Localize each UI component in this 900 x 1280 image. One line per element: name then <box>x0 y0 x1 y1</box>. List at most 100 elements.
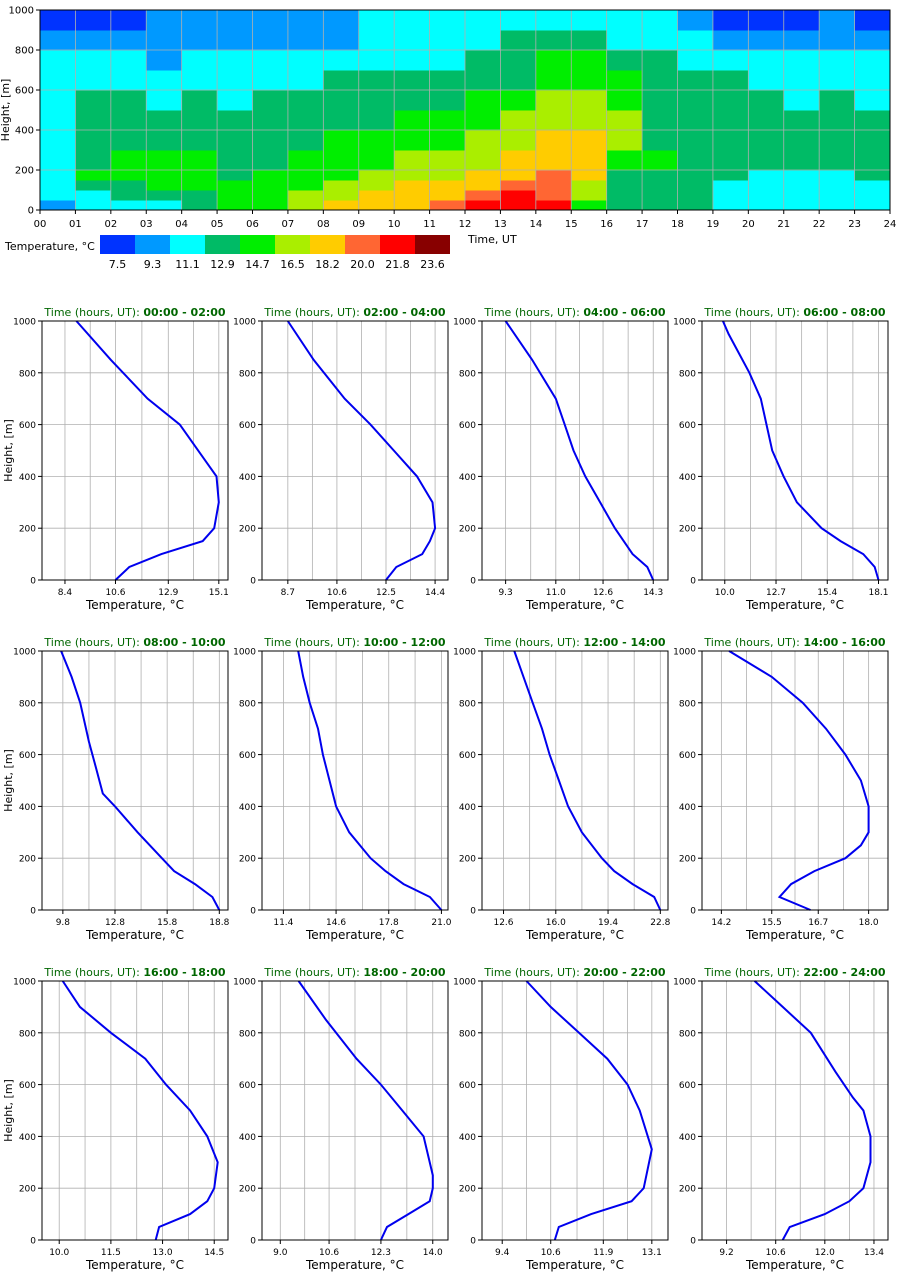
heatmap-cell <box>819 30 856 51</box>
profile-xlabel: Temperature, °C <box>525 928 624 942</box>
profile-ytick-label: 400 <box>19 473 36 483</box>
heatmap-cell <box>642 30 678 51</box>
heatmap-cell <box>75 190 112 201</box>
heatmap-cell <box>465 90 501 111</box>
heatmap-cell <box>642 180 678 191</box>
heatmap-cell <box>677 90 714 111</box>
heatmap-cell <box>571 180 608 191</box>
heatmap-cell <box>323 170 360 181</box>
profile-ytick-label: 400 <box>239 803 256 813</box>
heatmap-cell <box>287 90 324 111</box>
heatmap-cell <box>252 70 289 91</box>
profile-xlabel: Temperature, °C <box>85 598 184 612</box>
heatmap-cell <box>854 180 891 191</box>
heatmap-xtick-label: 14 <box>529 219 542 230</box>
profile-xtick-label: 21.0 <box>431 918 451 928</box>
profile-title-prefix: Time (hours, UT): <box>703 966 803 979</box>
profile-xtick-label: 13.0 <box>153 1248 173 1258</box>
heatmap-cell <box>535 10 572 31</box>
profile-frame <box>701 320 889 581</box>
heatmap-cell <box>217 130 253 151</box>
heatmap-cell <box>110 190 147 201</box>
profile-ytick-label: 0 <box>690 907 696 917</box>
heatmap-cell <box>75 10 112 31</box>
temperature-profile-line <box>513 650 662 911</box>
heatmap-cell <box>783 70 820 91</box>
profile-ytick-label: 1000 <box>453 648 476 658</box>
heatmap-cell <box>146 30 183 51</box>
heatmap-cell <box>146 180 183 191</box>
profile-ytick-label: 600 <box>19 751 36 761</box>
heatmap-xtick-label: 10 <box>388 219 401 230</box>
heatmap-cell <box>571 190 608 201</box>
profile-ytick-label: 400 <box>679 1133 696 1143</box>
heatmap-cell <box>571 50 608 71</box>
heatmap-cell <box>535 170 572 181</box>
temperature-profile-line <box>75 320 220 581</box>
heatmap-cell <box>642 70 678 91</box>
heatmap-cell <box>217 50 253 71</box>
heatmap-cell <box>748 30 785 51</box>
profile-ytick-label: 0 <box>30 907 36 917</box>
heatmap-cell <box>606 150 643 171</box>
heatmap-cell <box>358 70 395 91</box>
profile-ytick-label: 1000 <box>233 318 256 328</box>
profile-ytick-label: 800 <box>679 369 696 379</box>
heatmap-cell <box>75 50 112 71</box>
temperature-profile-line <box>297 980 434 1241</box>
heatmap-cell <box>783 180 820 191</box>
heatmap-cell <box>606 70 643 91</box>
profile-title-range: 08:00 - 10:00 <box>143 636 226 649</box>
profile-title-range: 20:00 - 22:00 <box>583 966 666 979</box>
heatmap-cell <box>748 50 785 71</box>
profile-xtick-label: 12.5 <box>376 588 396 598</box>
heatmap-cell <box>358 10 395 31</box>
profile-xlabel: Temperature, °C <box>745 1258 844 1272</box>
profile-xtick-label: 16.0 <box>546 918 566 928</box>
heatmap-cell <box>429 130 466 151</box>
profile-ytick-label: 600 <box>679 751 696 761</box>
profile-title: Time (hours, UT): 16:00 - 18:00 <box>43 966 226 979</box>
heatmap-cell <box>571 70 608 91</box>
profile-title: Time (hours, UT): 10:00 - 12:00 <box>263 636 446 649</box>
profile-ytick-label: 400 <box>459 1133 476 1143</box>
heatmap-cell <box>854 30 891 51</box>
heatmap-cell <box>358 130 395 151</box>
heatmap-cell <box>712 70 749 91</box>
heatmap-cell <box>75 130 112 151</box>
heatmap-cell <box>181 90 218 111</box>
heatmap-cell <box>748 70 785 91</box>
profile-title-prefix: Time (hours, UT): <box>43 306 143 319</box>
heatmap-cell <box>181 190 218 201</box>
heatmap-cell <box>252 170 289 181</box>
heatmap-cell <box>146 10 183 31</box>
heatmap-cell <box>394 30 431 51</box>
heatmap-cell <box>819 50 856 71</box>
heatmap-xtick-label: 23 <box>848 219 861 230</box>
profile-frame <box>41 320 229 581</box>
heatmap-xtick-label: 05 <box>211 219 224 230</box>
profile-title: Time (hours, UT): 06:00 - 08:00 <box>703 306 886 319</box>
temperature-profile-line <box>721 320 880 581</box>
heatmap-cell <box>642 170 678 181</box>
heatmap-cell <box>358 50 395 71</box>
heatmap-cell <box>323 110 360 131</box>
profile-frame <box>41 650 229 911</box>
heatmap-cell <box>819 10 856 31</box>
heatmap-cell <box>854 90 891 111</box>
heatmap-cell <box>606 170 643 181</box>
profile-ytick-label: 0 <box>250 907 256 917</box>
profile-panel: Time (hours, UT): 04:00 - 06:00 9.3 11.0 12… <box>453 306 669 612</box>
heatmap-xlabel: Time, UT <box>467 233 517 246</box>
heatmap-cell <box>40 150 76 171</box>
heatmap-cell <box>429 50 466 71</box>
profile-xtick-label: 11.0 <box>546 588 566 598</box>
profile-frame <box>261 980 449 1241</box>
heatmap-cell <box>287 170 324 181</box>
profile-ytick-label: 1000 <box>13 648 36 658</box>
heatmap-cell <box>819 170 856 181</box>
heatmap-cell <box>712 190 749 201</box>
heatmap-cell <box>677 110 714 131</box>
profile-ytick-label: 0 <box>30 577 36 587</box>
heatmap-cell <box>358 110 395 131</box>
